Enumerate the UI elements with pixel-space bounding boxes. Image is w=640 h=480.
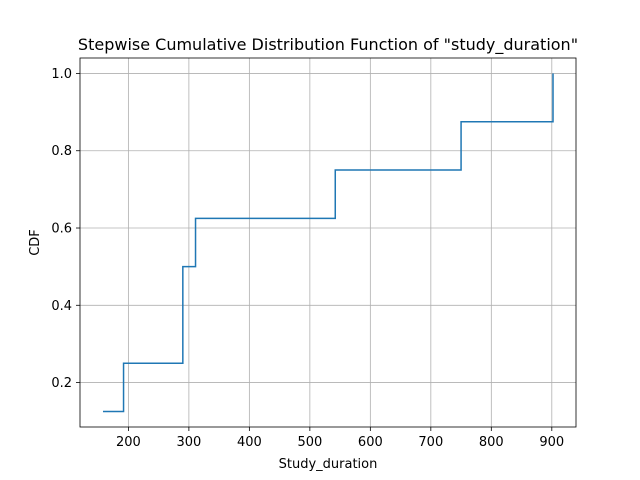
- x-tick-label: 900: [539, 435, 564, 450]
- y-axis-label: CDF: [28, 229, 43, 256]
- series-layer: [102, 73, 554, 413]
- x-tick-label: 300: [176, 435, 201, 450]
- cdf-step-line: [102, 73, 554, 413]
- x-tick-label: 700: [418, 435, 443, 450]
- x-tick-label: 600: [358, 435, 383, 450]
- plot-frame: [79, 57, 577, 428]
- x-tick-label: 500: [297, 435, 322, 450]
- y-tick-label: 0.2: [51, 376, 72, 391]
- y-tick-label: 0.8: [51, 144, 72, 159]
- grid-layer: [80, 58, 576, 427]
- ticks-layer: 200 300 400 500 600 700 800 900 0.2 0.4 0.6 0.8 1.0: [51, 67, 564, 450]
- y-tick-label: 1.0: [51, 67, 72, 82]
- y-tick-label: 0.6: [51, 222, 72, 237]
- chart-title: Stepwise Cumulative Distribution Functio…: [78, 35, 578, 55]
- x-axis-label: Study_duration: [279, 457, 378, 472]
- x-tick-label: 400: [237, 435, 262, 450]
- y-tick-label: 0.4: [51, 299, 72, 314]
- x-tick-label: 800: [479, 435, 504, 450]
- x-tick-label: 200: [116, 435, 141, 450]
